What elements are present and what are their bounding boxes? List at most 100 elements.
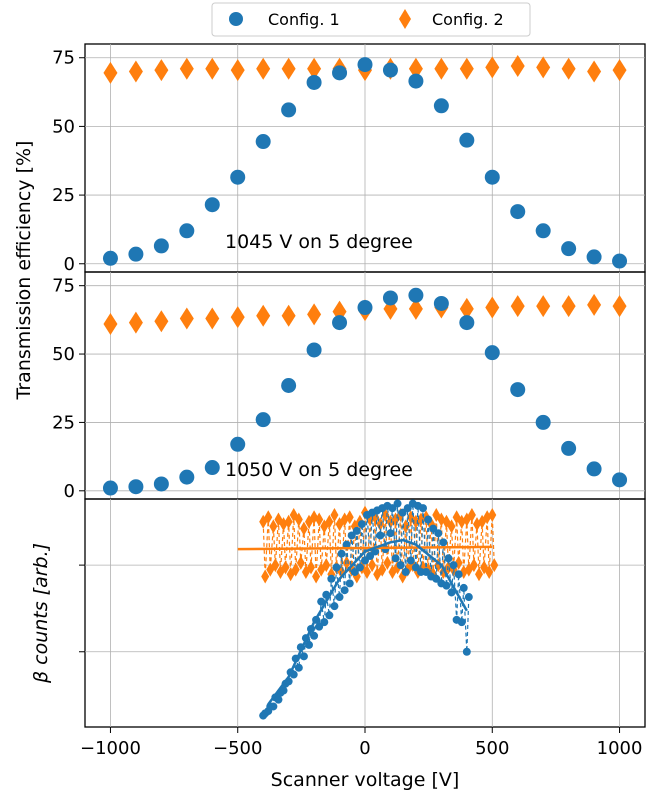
config1-point [327, 574, 336, 583]
legend-marker-config1 [229, 12, 243, 26]
legend: Config. 1 Config. 2 [211, 2, 531, 37]
config1-point [401, 567, 410, 576]
config2-point [363, 564, 371, 579]
panel-bottom [79, 498, 646, 728]
config2-point [510, 295, 525, 318]
x-tick-label: 500 [475, 738, 509, 759]
y-tick-label: 0 [64, 481, 75, 502]
y-tick-label: 50 [52, 116, 75, 137]
config2-point [587, 293, 602, 316]
config2-fit-line [237, 545, 493, 551]
x-tick-label: 0 [359, 738, 370, 759]
config1-point [342, 540, 351, 549]
config2-point [271, 558, 280, 573]
config1-point [357, 300, 373, 316]
config2-point [264, 510, 273, 525]
config1-point [408, 287, 424, 303]
config1-point [432, 574, 441, 583]
config2-point [281, 560, 290, 575]
config2-point [230, 306, 245, 329]
config1-point [279, 686, 288, 695]
config1-point [306, 74, 322, 90]
config1-fit-line [267, 538, 468, 705]
config1-point [561, 440, 577, 456]
config1-point [535, 414, 551, 430]
config1-point [434, 529, 443, 538]
config2-point [315, 512, 324, 527]
config2-point [612, 59, 627, 82]
config1-point [306, 342, 322, 358]
config2-point [490, 558, 499, 573]
config1-point [294, 663, 303, 672]
config1-point [317, 597, 326, 606]
config1-point [535, 223, 551, 239]
config2-point [330, 507, 339, 522]
y-tick-label: 50 [52, 344, 75, 365]
config1-point [612, 472, 628, 488]
config1-point [433, 295, 449, 311]
config1-point [347, 531, 356, 540]
config1-point [510, 204, 526, 220]
config1-point [484, 169, 500, 185]
config2-point [261, 569, 270, 584]
config1-point [153, 476, 169, 492]
config2-point [103, 61, 118, 84]
config1-point [332, 65, 348, 81]
config1-point [357, 57, 373, 73]
config2-point [322, 558, 331, 573]
config2-point [294, 512, 303, 527]
x-axis-label: Scanner voltage [V] [271, 769, 460, 791]
config2-point [561, 57, 576, 80]
config1-point [230, 436, 246, 452]
config1-point [102, 250, 118, 266]
config2-point [475, 567, 483, 582]
legend-marker-config2 [399, 9, 411, 29]
config2-point [103, 312, 118, 335]
config1-point [274, 695, 283, 704]
panel-top: 0 25 50 75 1045 V on 5 degree [52, 43, 646, 275]
config1-point [457, 618, 466, 627]
x-tick-label: −1000 [80, 738, 141, 759]
config2-point [154, 59, 169, 82]
config1-point [361, 556, 369, 565]
config1-point [388, 504, 397, 513]
config2-point [256, 57, 271, 80]
config2-point [281, 304, 296, 327]
config2-point [281, 57, 296, 80]
legend-label-config2: Config. 2 [432, 10, 504, 29]
y-tick-label: 0 [64, 254, 75, 275]
config1-point [424, 515, 433, 524]
config1-point [340, 586, 349, 595]
y-tick-label: 25 [52, 185, 75, 206]
config1-point [612, 253, 628, 269]
panel-middle: 0 25 50 75 1050 V on 5 degree [52, 271, 646, 502]
config2-point [612, 295, 627, 318]
config2-point [179, 307, 194, 330]
y-axis-label-beta: β counts [arb.] [30, 543, 52, 684]
config1-point [391, 554, 400, 563]
config1-point [325, 611, 334, 620]
y-tick-label: 75 [52, 276, 75, 297]
config1-point [332, 315, 348, 331]
config1-point [320, 618, 329, 627]
config1-point [447, 588, 456, 597]
config2-point [488, 507, 497, 522]
config1-point [366, 552, 375, 560]
config1-point [382, 290, 398, 306]
y-tick-label: 75 [52, 48, 75, 69]
config2-point [307, 560, 315, 575]
config1-point [396, 561, 405, 570]
panel-middle-annotation: 1050 V on 5 degree [225, 459, 413, 481]
config2-point [383, 555, 392, 570]
config2-point [284, 514, 293, 529]
config1-point [255, 412, 271, 428]
config2-point [536, 295, 551, 318]
config1-point [382, 62, 398, 78]
config2-point [154, 310, 169, 333]
config2-point [561, 295, 576, 318]
config2-point [342, 555, 351, 570]
config1-point [315, 622, 324, 631]
config2-point [408, 297, 423, 320]
config1-point [464, 593, 473, 602]
